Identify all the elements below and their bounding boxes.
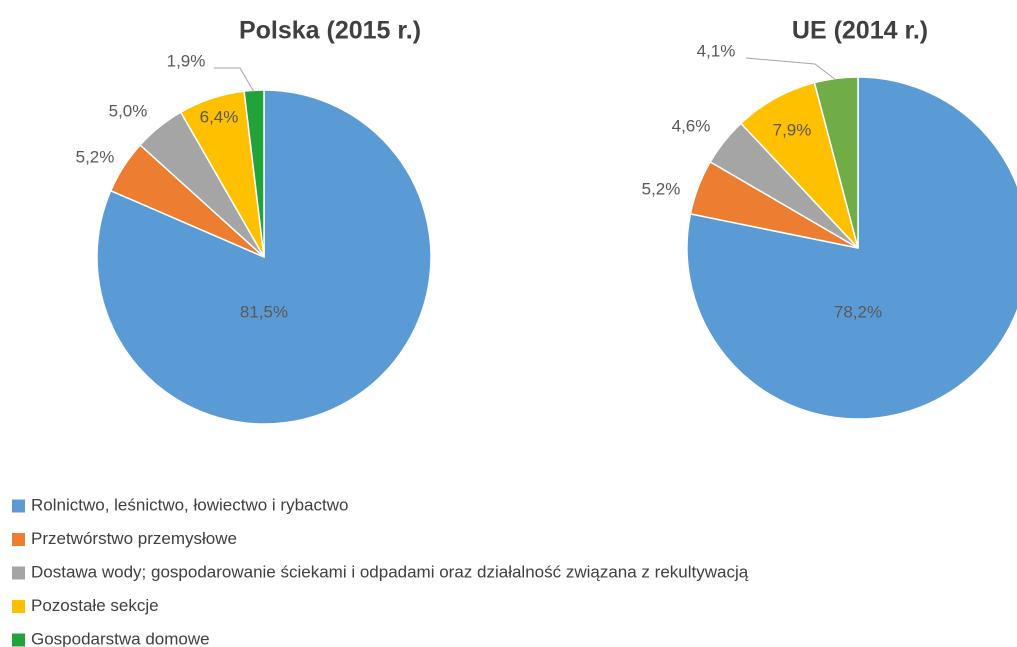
data-label: 4,6% <box>672 116 711 135</box>
legend-swatch <box>12 533 25 546</box>
pie-slice <box>813 76 859 249</box>
leader-line <box>214 67 255 93</box>
legend-label: Przetwórstwo przemysłowe <box>31 529 237 548</box>
legend-label: Pozostałe sekcje <box>31 596 159 615</box>
legend-swatch <box>12 566 25 580</box>
pie-slice <box>686 76 1017 420</box>
legend-swatch <box>12 600 25 613</box>
pie-slice <box>243 89 265 258</box>
data-label: 78,2% <box>834 302 882 321</box>
legend-swatch <box>12 633 25 647</box>
data-label: 5,2% <box>76 147 115 166</box>
data-label: 5,2% <box>642 179 681 198</box>
legend-label: Dostawa wody; gospodarowanie ściekami i … <box>31 562 749 581</box>
data-label: 7,9% <box>773 120 812 139</box>
data-label: 4,1% <box>697 41 736 60</box>
chart-title: Polska (2015 r.) <box>239 17 421 45</box>
leader-line <box>745 57 837 81</box>
data-label: 5,0% <box>109 101 148 120</box>
legend-swatch <box>12 499 25 513</box>
data-label: 81,5% <box>240 302 288 321</box>
data-label: 6,4% <box>200 107 239 126</box>
legend-label: Gospodarstwa domowe <box>31 629 210 647</box>
chart-title: UE (2014 r.) <box>792 17 928 45</box>
data-label: 1,9% <box>167 51 206 70</box>
legend-label: Rolnictwo, leśnictwo, łowiectwo i rybact… <box>31 495 348 514</box>
